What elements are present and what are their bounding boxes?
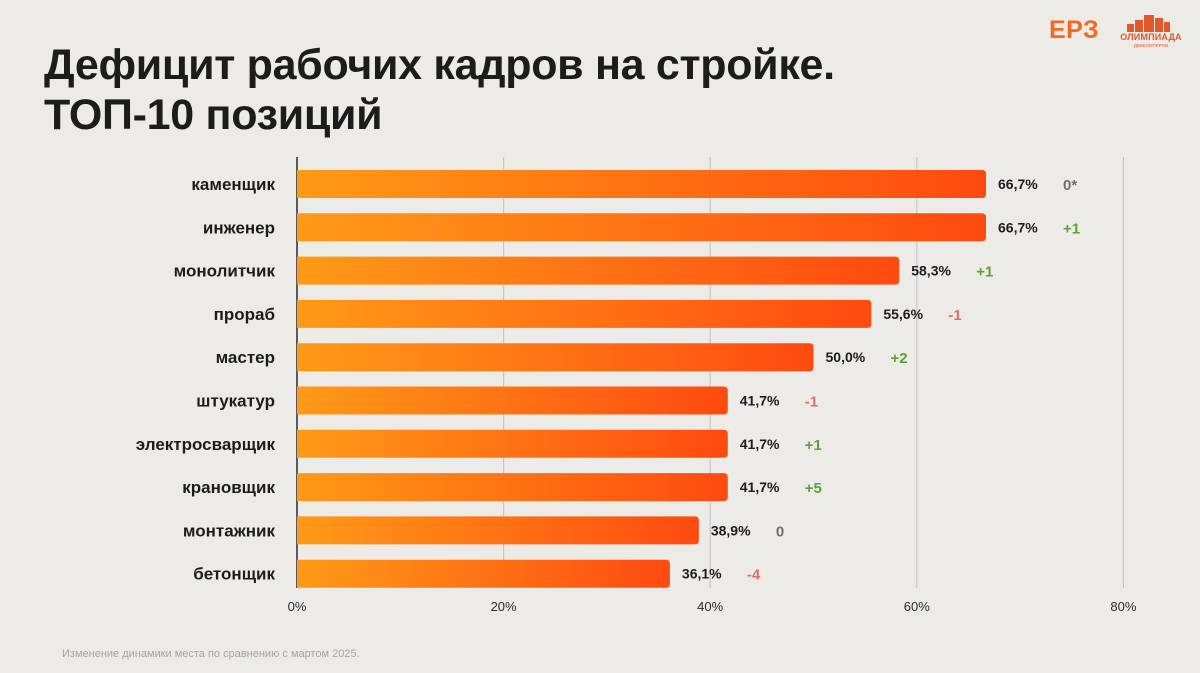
bar bbox=[297, 299, 872, 328]
value-label: 41,7% bbox=[740, 436, 780, 452]
value-label: 66,7% bbox=[998, 176, 1038, 192]
bar bbox=[297, 170, 987, 198]
bar bbox=[297, 559, 670, 588]
title-line-2: ТОП-10 позиций bbox=[44, 91, 383, 139]
chart-title: Дефицит рабочих кадров на стройке. ТОП-1… bbox=[44, 40, 835, 140]
category-label: монолитчик bbox=[174, 262, 276, 281]
value-label: 41,7% bbox=[740, 393, 780, 409]
value-label: 38,9% bbox=[711, 522, 751, 538]
x-tick-label: 40% bbox=[697, 599, 723, 614]
category-label: каменщик bbox=[191, 175, 275, 194]
bar bbox=[297, 343, 814, 372]
rank-change-label: 0 bbox=[776, 523, 784, 540]
labels: 0% 20% 40% 60% 80% каменщик 66,7% 0* инженер 66,7… bbox=[136, 175, 1137, 614]
bar bbox=[297, 386, 728, 415]
category-label: монтажник bbox=[183, 521, 276, 540]
footnote: Изменение динамики места по сравнению с … bbox=[62, 648, 360, 660]
bar bbox=[297, 213, 987, 242]
x-tick-label: 20% bbox=[491, 599, 517, 614]
rank-change-label: 0* bbox=[1063, 177, 1077, 194]
category-label: крановщик bbox=[182, 478, 275, 497]
title-line-1: Дефицит рабочих кадров на стройке. bbox=[44, 41, 835, 89]
value-label: 50,0% bbox=[826, 349, 866, 365]
olympiad-logo-name: ОЛИМПИАДА bbox=[1120, 32, 1182, 42]
value-label: 58,3% bbox=[911, 263, 951, 279]
category-label: штукатур bbox=[196, 392, 275, 411]
category-label: инженер bbox=[203, 218, 275, 237]
bar bbox=[297, 256, 900, 285]
x-tick-label: 60% bbox=[904, 599, 930, 614]
category-label: мастер bbox=[216, 348, 275, 367]
bars bbox=[297, 170, 987, 588]
x-tick-label: 80% bbox=[1110, 599, 1136, 614]
bar bbox=[297, 516, 699, 545]
rank-change-label: +5 bbox=[805, 480, 822, 497]
rank-change-label: +1 bbox=[1063, 220, 1080, 237]
rank-change-label: +1 bbox=[805, 437, 822, 454]
erz-logo: ЕРЗ bbox=[1049, 16, 1100, 44]
x-tick-label: 0% bbox=[288, 599, 307, 614]
olympiad-logo-sub: ДЕВЕЛОПЕРОВ bbox=[1133, 43, 1169, 48]
rank-change-label: -4 bbox=[747, 567, 761, 584]
olympiad-logo: ОЛИМПИАДА ДЕВЕЛОПЕРОВ bbox=[1117, 12, 1185, 56]
category-label: электросварщик bbox=[136, 435, 276, 454]
bar bbox=[297, 473, 728, 502]
value-label: 41,7% bbox=[740, 479, 780, 495]
value-label: 66,7% bbox=[998, 219, 1038, 235]
rank-change-label: -1 bbox=[948, 307, 961, 324]
rank-change-label: -1 bbox=[805, 394, 818, 411]
category-label: бетонщик bbox=[193, 565, 275, 584]
value-label: 36,1% bbox=[682, 566, 722, 582]
rank-change-label: +1 bbox=[976, 264, 993, 281]
value-label: 55,6% bbox=[883, 306, 923, 322]
category-label: прораб bbox=[214, 305, 275, 324]
olympiad-logo-icon bbox=[1127, 15, 1170, 32]
rank-change-label: +2 bbox=[891, 350, 908, 367]
bar bbox=[297, 429, 728, 458]
